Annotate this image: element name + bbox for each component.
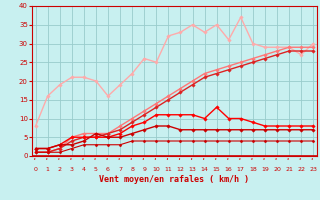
X-axis label: Vent moyen/en rafales ( km/h ): Vent moyen/en rafales ( km/h ) bbox=[100, 175, 249, 184]
